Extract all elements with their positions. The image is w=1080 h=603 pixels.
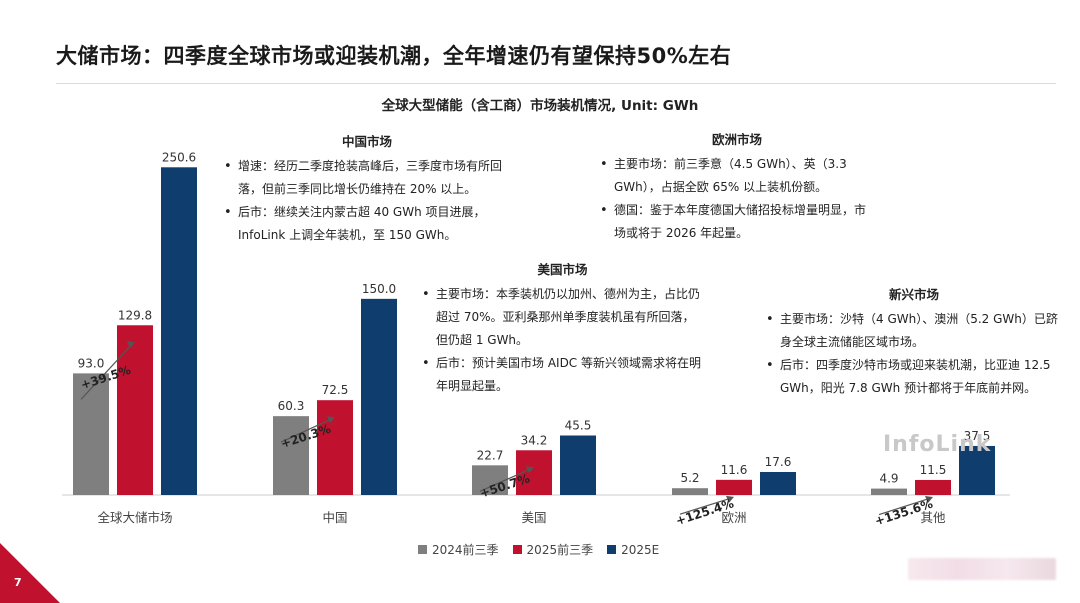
- note-china-heading: 中国市场: [341, 134, 392, 149]
- growth-arrow: [479, 467, 533, 492]
- legend-swatch: [607, 545, 617, 554]
- bar: [73, 373, 109, 495]
- bar: [959, 445, 995, 495]
- legend-swatch: [512, 545, 522, 554]
- bar: [472, 465, 508, 495]
- note-europe-item: 德国：鉴于本年度德国大储招投标增量明显，市场或将于 2026 年起量。: [600, 199, 876, 245]
- title-divider: [56, 83, 1056, 84]
- bar: [672, 488, 708, 495]
- data-label: 60.3: [278, 399, 305, 413]
- note-europe-heading: 欧洲市场: [711, 132, 762, 147]
- x-tick-label: 全球大储市场: [97, 510, 172, 525]
- bar: [117, 325, 153, 495]
- growth-arrowhead: [127, 341, 135, 349]
- bar: [871, 488, 907, 495]
- note-us: 美国市场 主要市场：本季装机仍以加州、德州为主，占比仍超过 70%。亚利桑那州单…: [420, 258, 705, 398]
- data-label: 4.9: [879, 472, 898, 486]
- note-emerging-item: 后市：四季度沙特市场或迎来装机潮，比亚迪 12.5 GWh，阳光 7.8 GWh…: [766, 354, 1064, 400]
- note-emerging-item: 主要市场：沙特（4 GWh）、澳洲（5.2 GWh）已跻身全球主流储能区域市场。: [766, 308, 1064, 354]
- corner-accent: [0, 543, 60, 603]
- growth-arrow: [878, 497, 932, 516]
- data-label: 37.5: [964, 429, 991, 443]
- legend-label: 2025E: [621, 542, 660, 557]
- x-tick-label: 欧洲: [721, 510, 746, 525]
- legend-item: 2025前三季: [512, 541, 594, 558]
- x-tick-label: 其他: [920, 510, 946, 525]
- growth-arrow: [280, 417, 334, 443]
- blurred-region: [908, 558, 1056, 580]
- data-label: 5.2: [680, 471, 699, 485]
- chart-title: 全球大型储能（含工商）市场装机情况, Unit: GWh: [381, 98, 699, 114]
- slide-title: 大储市场：四季度全球市场或迎装机潮，全年增速仍有望保持50%左右: [56, 44, 732, 68]
- page-number: 7: [14, 576, 22, 589]
- note-china-item: 后市：继续关注内蒙古超 40 GWh 项目进展，InfoLink 上调全年装机，…: [224, 201, 512, 247]
- bar: [915, 479, 951, 495]
- watermark-logo: InfoLink: [883, 432, 992, 457]
- legend-item: 2025E: [607, 543, 659, 557]
- legend-item: 2024前三季: [418, 541, 499, 558]
- legend-swatch: [418, 545, 427, 554]
- data-label: 150.0: [362, 282, 396, 296]
- bar: [273, 416, 309, 495]
- data-label: 22.7: [477, 448, 504, 462]
- note-us-item: 主要市场：本季装机仍以加州、德州为主，占比仍超过 70%。亚利桑那州单季度装机虽…: [422, 283, 705, 352]
- data-label: 11.6: [721, 463, 748, 477]
- legend-label: 2025前三季: [526, 543, 594, 557]
- bar: [361, 298, 397, 495]
- bar: [560, 435, 596, 495]
- bar: [716, 479, 752, 495]
- growth-arrow: [80, 342, 134, 400]
- note-china-item: 增速：经历二季度抢装高峰后，三季度市场有所回落，但前三季同比增长仍维持在 20%…: [224, 155, 512, 201]
- note-us-item: 后市：预计美国市场 AIDC 等新兴领域需求将在明年明显起量。: [422, 352, 705, 398]
- growth-arrowhead: [526, 466, 534, 474]
- data-label: 93.0: [78, 356, 105, 370]
- note-emerging-heading: 新兴市场: [888, 287, 939, 302]
- note-europe-item: 主要市场：前三季意（4.5 GWh）、英（3.3 GWh），占据全欧 65% 以…: [600, 153, 876, 199]
- data-label: 11.5: [920, 463, 947, 477]
- note-china: 中国市场 增速：经历二季度抢装高峰后，三季度市场有所回落，但前三季同比增长仍维持…: [222, 130, 512, 247]
- bar: [760, 471, 796, 495]
- data-label: 34.2: [521, 433, 548, 447]
- data-label: 72.5: [322, 383, 349, 397]
- x-tick-label: 美国: [521, 510, 546, 525]
- x-tick-label: 中国: [322, 510, 347, 525]
- note-europe: 欧洲市场 主要市场：前三季意（4.5 GWh）、英（3.3 GWh），占据全欧 …: [598, 128, 876, 245]
- bar: [317, 400, 353, 495]
- growth-arrowhead: [925, 495, 933, 503]
- note-us-heading: 美国市场: [537, 262, 588, 277]
- legend-label: 2024前三季: [432, 543, 499, 557]
- data-label: 45.5: [565, 419, 592, 433]
- growth-arrowhead: [327, 416, 335, 424]
- data-label: 250.6: [162, 150, 196, 164]
- data-label: 129.8: [118, 308, 152, 322]
- note-emerging: 新兴市场 主要市场：沙特（4 GWh）、澳洲（5.2 GWh）已跻身全球主流储能…: [764, 283, 1064, 400]
- growth-arrow: [679, 497, 733, 515]
- data-label: 17.6: [765, 455, 792, 469]
- growth-arrowhead: [726, 495, 734, 503]
- bar: [161, 167, 197, 496]
- chart-legend: 2024前三季 2025前三季 2025E: [418, 541, 659, 558]
